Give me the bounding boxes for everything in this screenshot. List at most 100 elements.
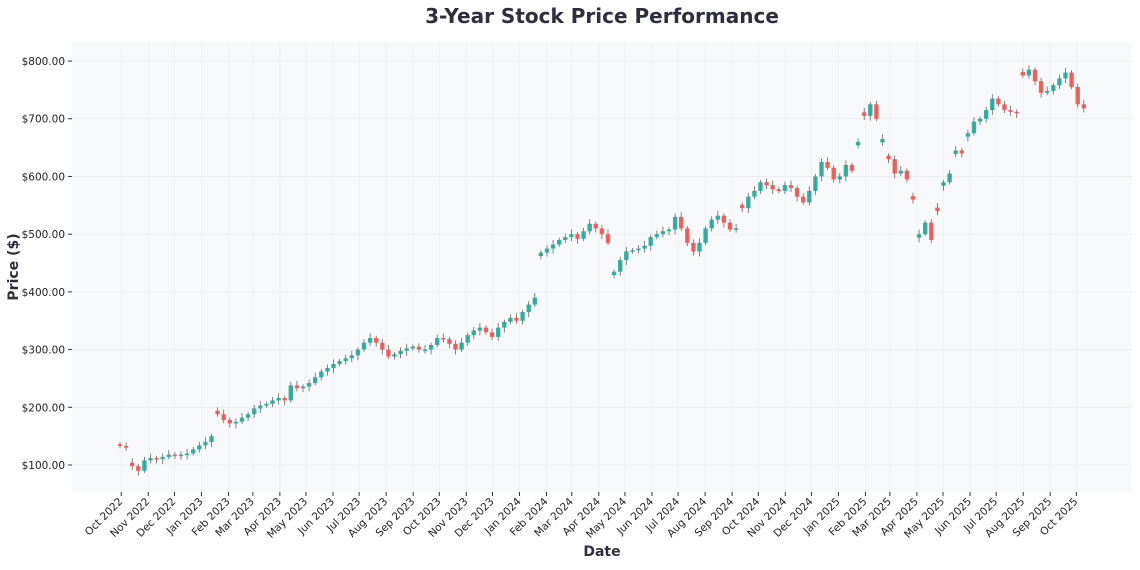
candle-body bbox=[508, 317, 513, 322]
candle-body bbox=[374, 338, 379, 343]
candle-body bbox=[691, 242, 696, 252]
candle-body bbox=[209, 436, 214, 442]
candle-body bbox=[130, 462, 135, 467]
candle-body bbox=[929, 222, 934, 240]
y-tick-label: $800.00 bbox=[22, 56, 65, 68]
candle-body bbox=[977, 118, 983, 122]
candle-body bbox=[313, 377, 318, 384]
candle-body bbox=[593, 223, 598, 229]
candle-body bbox=[123, 445, 129, 448]
candle-body bbox=[703, 228, 708, 243]
candle-body bbox=[148, 458, 153, 461]
candle-body bbox=[758, 182, 763, 191]
candle-body bbox=[471, 330, 476, 336]
candle-body bbox=[380, 342, 385, 350]
candle-body bbox=[782, 185, 788, 191]
candle-body bbox=[398, 350, 403, 355]
candle-body bbox=[557, 239, 562, 245]
candle-body bbox=[624, 251, 629, 261]
candle-body bbox=[1069, 72, 1074, 87]
candle-body bbox=[727, 222, 733, 230]
candle-body bbox=[337, 361, 342, 365]
y-tick-label: $700.00 bbox=[22, 114, 65, 126]
candle-body bbox=[197, 445, 202, 450]
candle-body bbox=[172, 454, 178, 457]
candle-body bbox=[636, 248, 641, 251]
candle-body bbox=[685, 228, 690, 243]
candle-body bbox=[245, 414, 251, 418]
candle-body bbox=[1026, 69, 1032, 76]
candle-body bbox=[1020, 71, 1025, 76]
candle-body bbox=[191, 449, 196, 454]
candle-body bbox=[1045, 91, 1050, 93]
y-tick-label: $200.00 bbox=[22, 402, 65, 414]
candle-body bbox=[489, 332, 495, 337]
y-axis: $100.00 $200.00 $300.00 $400.00 $500.00 $600.… bbox=[22, 56, 72, 472]
candle-body bbox=[331, 364, 336, 369]
candle-body bbox=[447, 339, 452, 344]
candle-body bbox=[715, 215, 720, 220]
candle-body bbox=[916, 234, 922, 238]
candle-body bbox=[465, 335, 470, 343]
candle-body bbox=[264, 403, 269, 406]
candle-body bbox=[953, 150, 958, 154]
candle-body bbox=[733, 228, 739, 230]
candle-body bbox=[1032, 69, 1038, 82]
candle-body bbox=[947, 173, 952, 183]
y-tick-label: $300.00 bbox=[22, 345, 65, 357]
candle-body bbox=[392, 354, 397, 357]
candle-body bbox=[532, 297, 537, 305]
candle-body bbox=[453, 343, 458, 350]
candle-body bbox=[526, 304, 531, 313]
candle-body bbox=[343, 358, 348, 362]
candle-body bbox=[959, 150, 964, 154]
candle-body bbox=[935, 207, 940, 212]
candle-body bbox=[654, 234, 659, 238]
candle-body bbox=[459, 342, 464, 350]
candle-body bbox=[904, 170, 910, 180]
candle-body bbox=[788, 185, 794, 188]
candle-body bbox=[941, 182, 946, 186]
candle-body bbox=[428, 344, 434, 350]
candle-body bbox=[740, 204, 745, 209]
candle-body bbox=[386, 349, 391, 357]
candle-body bbox=[367, 338, 373, 343]
candle-body bbox=[990, 98, 995, 111]
candle-body bbox=[1014, 111, 1019, 114]
candle-body bbox=[282, 398, 287, 401]
candle-body bbox=[1002, 104, 1007, 111]
candle-body bbox=[422, 349, 428, 352]
candle-body bbox=[807, 190, 812, 203]
candle-body bbox=[300, 386, 306, 389]
candle-body bbox=[996, 98, 1001, 105]
candle-body bbox=[910, 196, 916, 200]
candle-body bbox=[325, 368, 330, 372]
candle-body bbox=[752, 190, 757, 197]
candle-body bbox=[709, 219, 714, 229]
candle-body bbox=[276, 398, 281, 401]
candle-body bbox=[239, 417, 245, 422]
candle-body bbox=[642, 245, 647, 249]
candle-body bbox=[886, 155, 891, 160]
grid-lines bbox=[72, 42, 1132, 492]
candle-body bbox=[1081, 104, 1086, 109]
candle-body bbox=[630, 250, 635, 252]
y-tick-label: $100.00 bbox=[22, 460, 65, 472]
candle-body bbox=[404, 348, 409, 351]
candle-body bbox=[1057, 78, 1062, 86]
candle-body bbox=[550, 244, 556, 249]
candle-body bbox=[874, 104, 879, 119]
candle-body bbox=[843, 164, 849, 177]
candle-body bbox=[502, 321, 507, 328]
candle-body bbox=[184, 453, 190, 455]
candle-body bbox=[416, 346, 422, 350]
candle-body bbox=[923, 222, 928, 235]
candle-body bbox=[965, 133, 971, 137]
candle-body bbox=[825, 162, 830, 168]
candle-body bbox=[514, 317, 519, 321]
candle-body bbox=[569, 234, 574, 238]
candle-body bbox=[831, 167, 836, 180]
y-tick-label: $500.00 bbox=[22, 229, 65, 241]
candle-body bbox=[435, 338, 440, 345]
candle-body bbox=[477, 327, 483, 331]
